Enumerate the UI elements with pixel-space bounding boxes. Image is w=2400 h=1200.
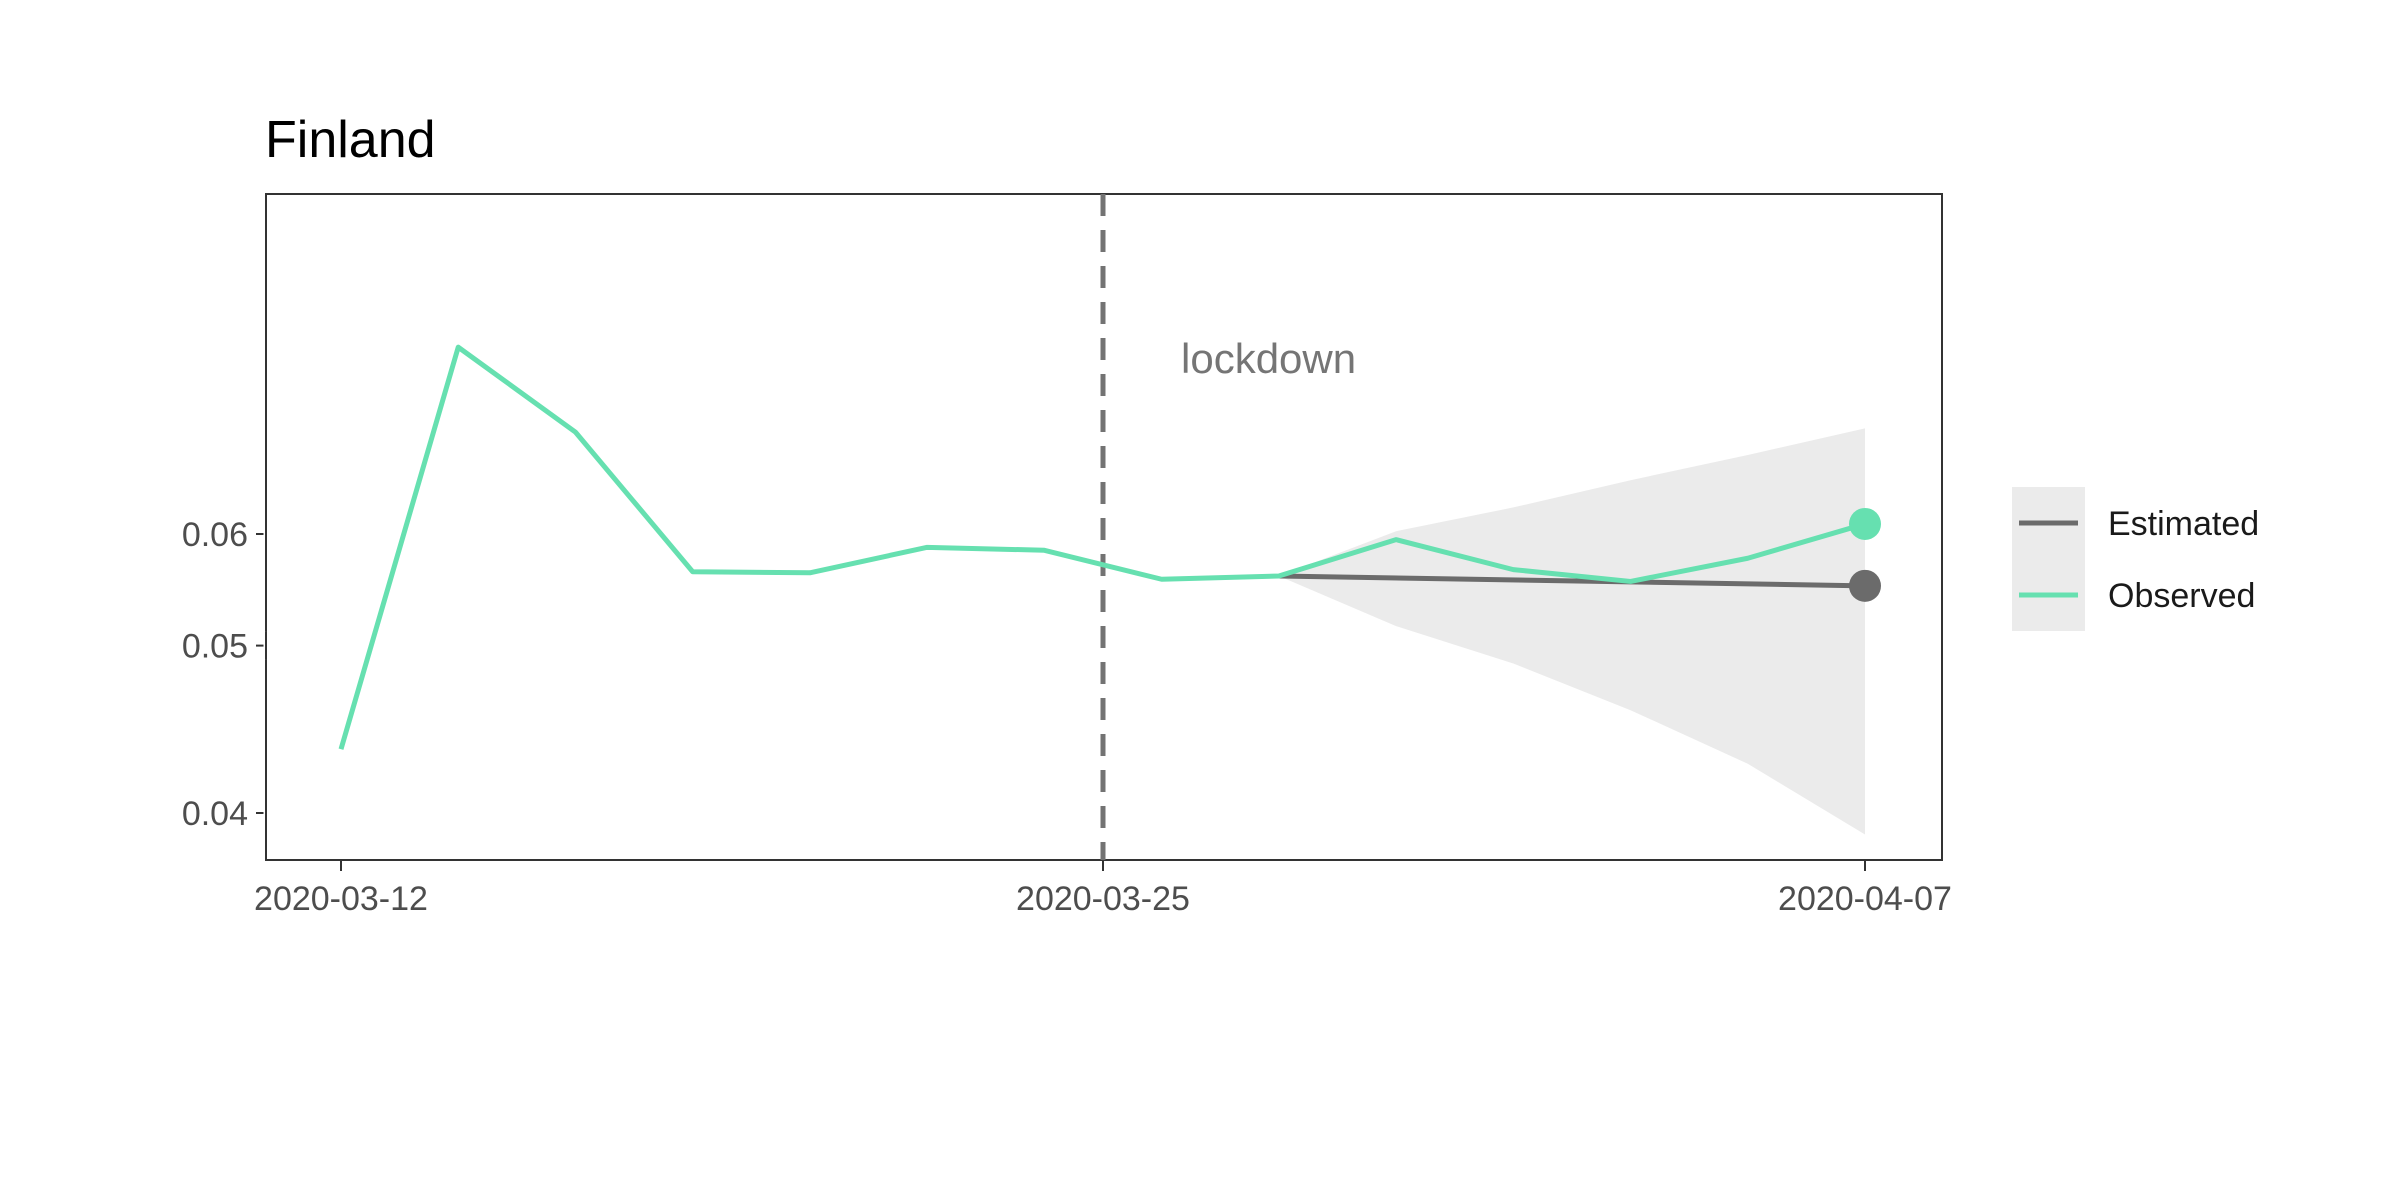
- legend-key-background: [2012, 487, 2085, 631]
- x-tick-label: 2020-04-07: [1778, 880, 1952, 918]
- estimate-ribbon: [1278, 428, 1865, 835]
- legend: Estimated Observed: [2012, 487, 2259, 631]
- legend-label-observed: Observed: [2108, 577, 2255, 615]
- y-tick-label: 0.04: [182, 795, 248, 833]
- legend-label-estimated: Estimated: [2108, 505, 2259, 543]
- y-tick-label: 0.06: [182, 516, 248, 554]
- plot-area: lockdown 0.04 0.05 0.06 2020-03-12 2020-03-25…: [182, 193, 1952, 918]
- y-tick-label: 0.05: [182, 628, 248, 666]
- endpoint-observed: [1849, 507, 1881, 540]
- endpoint-estimated: [1849, 569, 1881, 602]
- x-tick-label: 2020-03-12: [254, 880, 428, 918]
- series-line-estimated: [1278, 573, 1866, 589]
- series-line-observed: [338, 344, 1866, 750]
- x-tick-label: 2020-03-25: [1016, 880, 1190, 918]
- lockdown-label: lockdown: [1181, 335, 1356, 382]
- chart-title: Finland: [265, 111, 436, 169]
